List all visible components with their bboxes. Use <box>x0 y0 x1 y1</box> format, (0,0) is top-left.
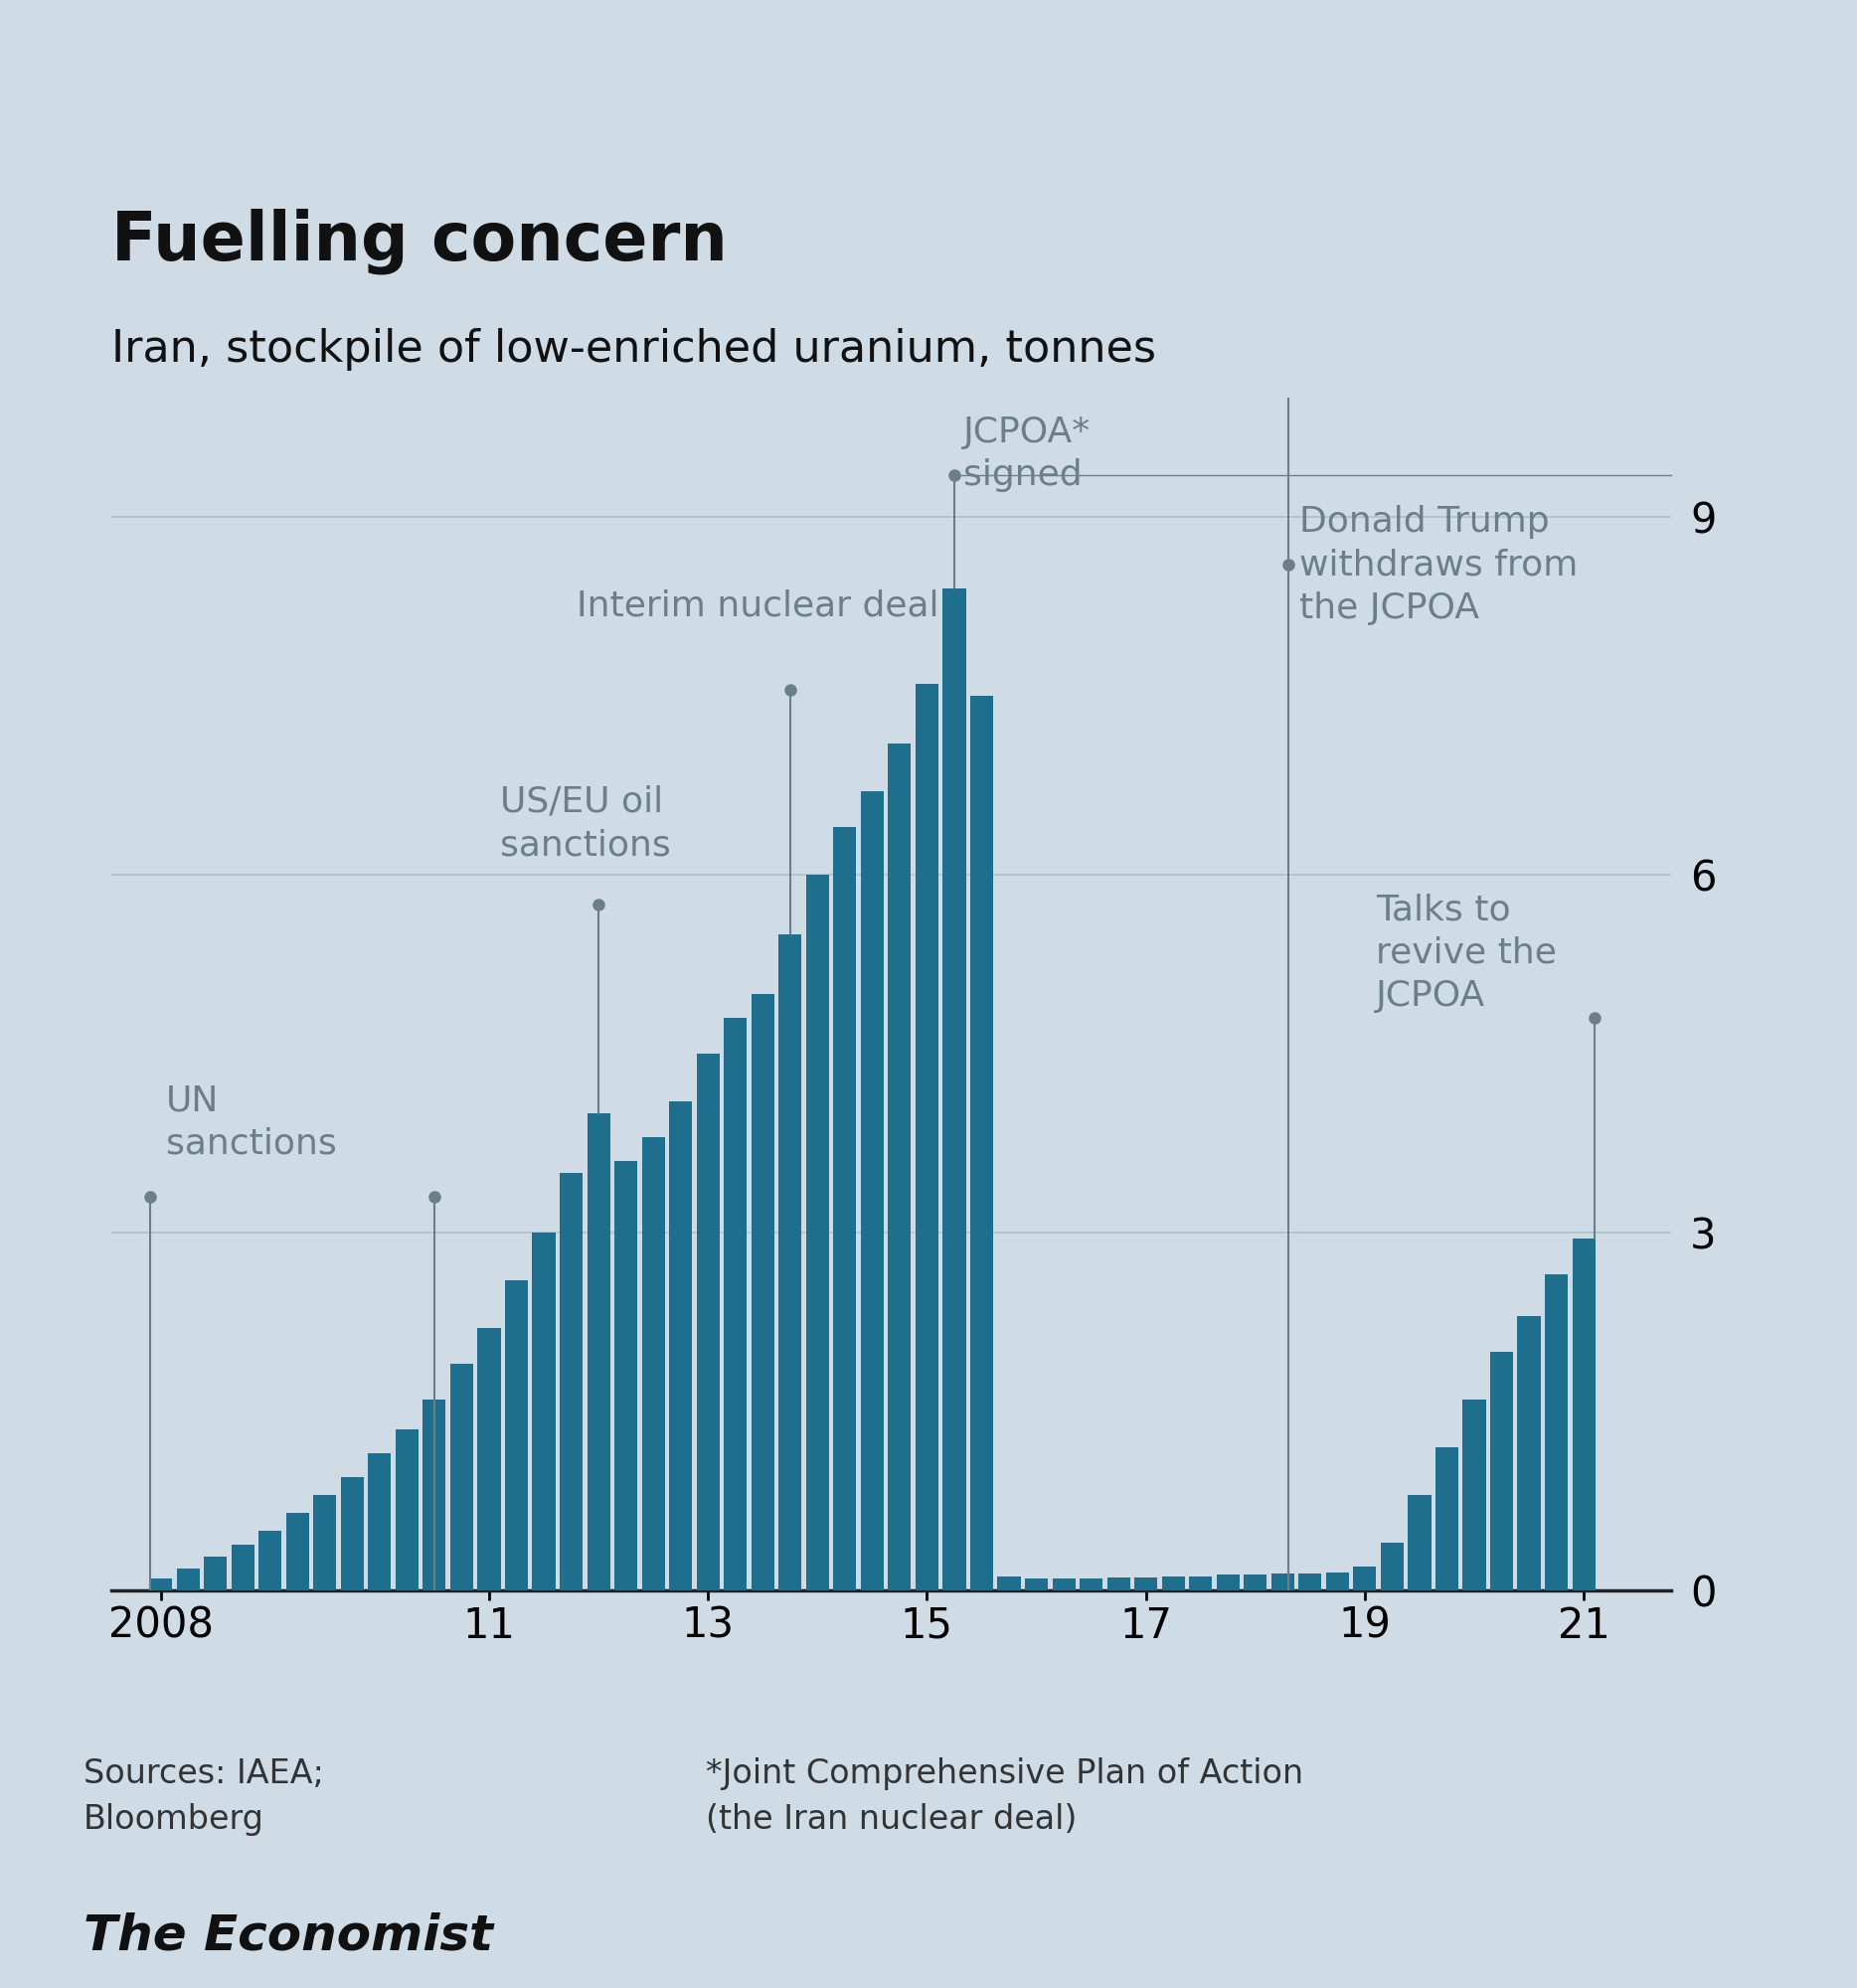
Text: Sources: IAEA;
Bloomberg: Sources: IAEA; Bloomberg <box>84 1757 323 1837</box>
Bar <box>1517 1316 1541 1590</box>
Bar <box>1435 1447 1458 1590</box>
Bar <box>1162 1576 1185 1590</box>
Bar <box>643 1137 665 1590</box>
Bar <box>806 875 828 1590</box>
Bar <box>1380 1543 1404 1590</box>
Bar <box>477 1328 501 1590</box>
Bar <box>449 1364 474 1590</box>
Bar <box>149 1578 173 1590</box>
Bar <box>1216 1574 1239 1590</box>
Bar <box>533 1233 555 1590</box>
Text: Donald Trump
withdraws from
the JCPOA: Donald Trump withdraws from the JCPOA <box>1300 505 1578 624</box>
Bar <box>724 1018 747 1590</box>
Text: US/EU oil
sanctions: US/EU oil sanctions <box>500 785 670 863</box>
Bar <box>286 1513 308 1590</box>
Text: JCPOA*
signed: JCPOA* signed <box>964 415 1090 493</box>
Bar <box>943 588 966 1590</box>
Bar <box>232 1545 254 1590</box>
Bar <box>423 1400 446 1590</box>
Bar <box>834 827 856 1590</box>
Bar <box>1573 1239 1595 1590</box>
Bar <box>916 684 938 1590</box>
Text: Iran, stockpile of low-enriched uranium, tonnes: Iran, stockpile of low-enriched uranium,… <box>111 328 1157 370</box>
Bar <box>1053 1578 1075 1590</box>
Bar <box>1272 1574 1294 1590</box>
Text: Talks to
revive the
JCPOA: Talks to revive the JCPOA <box>1376 893 1556 1012</box>
Bar <box>752 994 774 1590</box>
Bar <box>204 1557 227 1590</box>
Text: *Joint Comprehensive Plan of Action
(the Iran nuclear deal): *Joint Comprehensive Plan of Action (the… <box>706 1757 1304 1837</box>
Bar <box>1107 1576 1131 1590</box>
Bar <box>860 791 884 1590</box>
Bar <box>559 1173 583 1590</box>
Bar <box>669 1101 693 1590</box>
Bar <box>1244 1574 1266 1590</box>
Bar <box>696 1054 719 1590</box>
Bar <box>1326 1573 1348 1590</box>
Bar <box>888 744 912 1590</box>
Bar <box>1079 1578 1103 1590</box>
Text: UN
sanctions: UN sanctions <box>165 1083 336 1161</box>
Bar <box>1298 1574 1322 1590</box>
Bar <box>615 1161 637 1590</box>
Bar <box>1135 1576 1157 1590</box>
Bar <box>314 1495 336 1590</box>
Bar <box>1489 1352 1513 1590</box>
Bar <box>1354 1567 1376 1590</box>
Bar <box>176 1569 199 1590</box>
Bar <box>1025 1578 1047 1590</box>
Bar <box>1408 1495 1432 1590</box>
Text: The Economist: The Economist <box>84 1912 494 1960</box>
Bar <box>1463 1400 1486 1590</box>
Bar <box>368 1453 392 1590</box>
Bar <box>1545 1274 1567 1590</box>
Bar <box>258 1531 282 1590</box>
Bar <box>340 1477 364 1590</box>
Bar <box>997 1576 1021 1590</box>
Bar <box>1188 1576 1213 1590</box>
Bar <box>396 1429 418 1590</box>
Text: Interim nuclear deal: Interim nuclear deal <box>578 588 940 622</box>
Text: Fuelling concern: Fuelling concern <box>111 209 728 274</box>
Bar <box>969 696 993 1590</box>
Bar <box>778 934 802 1590</box>
Bar <box>587 1113 611 1590</box>
Bar <box>505 1280 527 1590</box>
